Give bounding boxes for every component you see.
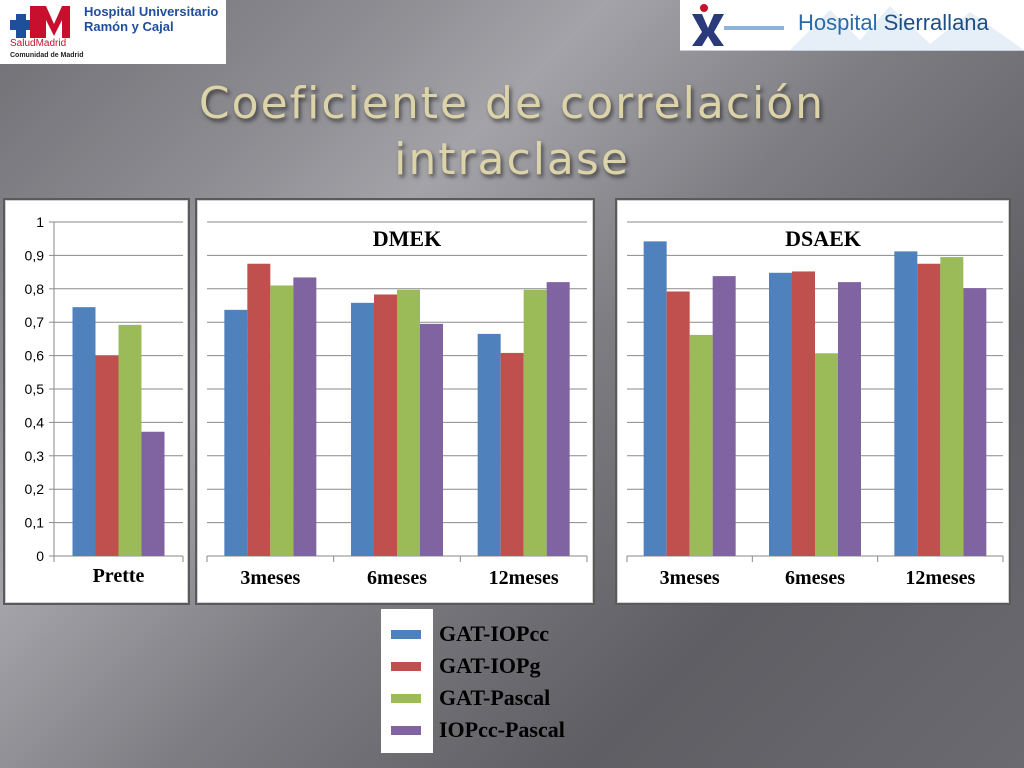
bar-gat-iopg-3meses [247,263,271,556]
title-line-2: intraclase [394,134,630,185]
bar-gat-pascal-6meses [815,353,838,556]
legend-swatch-gat-iopg [391,662,421,671]
y-tick-label: 0,9 [25,247,45,263]
y-tick-label: 0 [36,548,44,564]
bar-gat-iopcc-12meses [894,251,918,556]
logo-ramon-y-cajal: Hospital Universitario Ramón y Cajal Sal… [0,0,226,64]
y-tick-label: 0,3 [25,448,45,464]
title-line-1: Coeficiente de correlación [198,78,826,129]
bar-gat-iopg-6meses [374,294,397,556]
logo-left-comunidad: Comunidad de Madrid [10,52,84,59]
x-category-label-prette: Prette [93,565,145,587]
logo-right-word1: Hospital [798,10,878,35]
legend-swatch-gat-pascal [391,694,421,703]
y-tick-label: 0,8 [25,281,45,297]
legend-swatch-gat-iopcc [391,630,421,639]
bar-gat-pascal-3meses [689,334,713,556]
chart-dmek: 3meses 6meses 12meses DMEK [206,221,588,589]
x-category-label-12meses: 12meses [489,567,559,589]
x-category-label-3meses: 3meses [240,567,300,589]
legend-label-gat-pascal: GAT-Pascal [439,685,551,710]
x-category-label-3meses: 3meses [660,567,720,589]
bar-iopcc-pascal-prette [141,431,165,556]
bar-gat-iopg-3meses [666,291,690,556]
bar-iopcc-pascal-6meses [420,323,443,556]
bar-iopcc-pascal-12meses [546,282,570,556]
x-category-label-12meses: 12meses [905,567,975,589]
legend-label-gat-iopg: GAT-IOPg [439,653,541,678]
bar-iopcc-pascal-6meses [838,282,861,556]
chart-title-dsaek: DSAEK [785,226,861,251]
y-tick-label: 0,5 [25,381,45,397]
y-tick-label: 0,7 [25,314,45,330]
bar-gat-iopg-6meses [792,271,815,556]
salud-madrid-logo-icon [10,6,70,38]
legend: GAT-IOPcc GAT-IOPg GAT-Pascal IOPcc-Pasc… [381,609,565,753]
legend-label-iopcc-pascal: IOPcc-Pascal [439,717,565,742]
page-title: Coeficiente de correlación intraclase [120,76,904,188]
bar-gat-pascal-3meses [270,285,294,556]
y-tick-label: 1 [36,214,44,230]
bar-iopcc-pascal-3meses [712,276,736,556]
chart-panel-prette: 0 0,1 0,2 0,3 0,4 0,5 0,6 0,7 0,8 0,9 1 Prette [3,198,190,605]
bar-gat-pascal-prette [118,324,142,556]
y-tick-label: 0,2 [25,481,45,497]
legend-swatch-iopcc-pascal [391,726,421,735]
chart-dsaek: 3meses 6meses 12meses DSAEK [626,221,1004,589]
bar-gat-pascal-6meses [397,289,420,556]
chart-panel-dsaek: 3meses 6meses 12meses DSAEK [615,198,1011,605]
x-category-label-6meses: 6meses [785,567,845,589]
bar-gat-iopcc-3meses [224,309,248,556]
bar-gat-iopg-prette [95,355,119,556]
chart-panel-dmek: 3meses 6meses 12meses DMEK [195,198,595,605]
x-category-label-6meses: 6meses [367,567,427,589]
sierrallana-mark-icon [680,0,790,50]
logo-left-line1: Hospital Universitario [84,4,219,19]
bar-gat-iopcc-prette [72,307,96,556]
bar-gat-pascal-12meses [523,289,547,556]
legend-label-gat-iopcc: GAT-IOPcc [439,621,549,646]
bar-gat-iopcc-12meses [477,333,501,556]
chart-title-dmek: DMEK [373,226,441,251]
bar-iopcc-pascal-12meses [963,288,987,556]
y-tick-label: 0,4 [25,414,45,430]
logo-right-word2: Sierrallana [883,10,989,35]
y-tick-label: 0,1 [25,515,45,531]
bar-gat-iopg-12meses [917,263,941,556]
bar-gat-iopcc-3meses [643,241,667,556]
bar-iopcc-pascal-3meses [293,277,317,556]
logo-left-line2: Ramón y Cajal [84,19,174,34]
y-tick-label: 0,6 [25,348,45,364]
logo-sierrallana: Hospital Sierrallana [680,0,1024,51]
bar-gat-iopcc-6meses [351,302,374,556]
logo-left-salud: SaludMadrid [10,38,67,49]
chart-prette: 0 0,1 0,2 0,3 0,4 0,5 0,6 0,7 0,8 0,9 1 Prette [25,214,184,587]
bar-gat-pascal-12meses [940,257,964,556]
bar-gat-iopg-12meses [500,352,524,556]
sierrallana-mountain-icon [790,6,1024,50]
bar-gat-iopcc-6meses [769,272,792,556]
